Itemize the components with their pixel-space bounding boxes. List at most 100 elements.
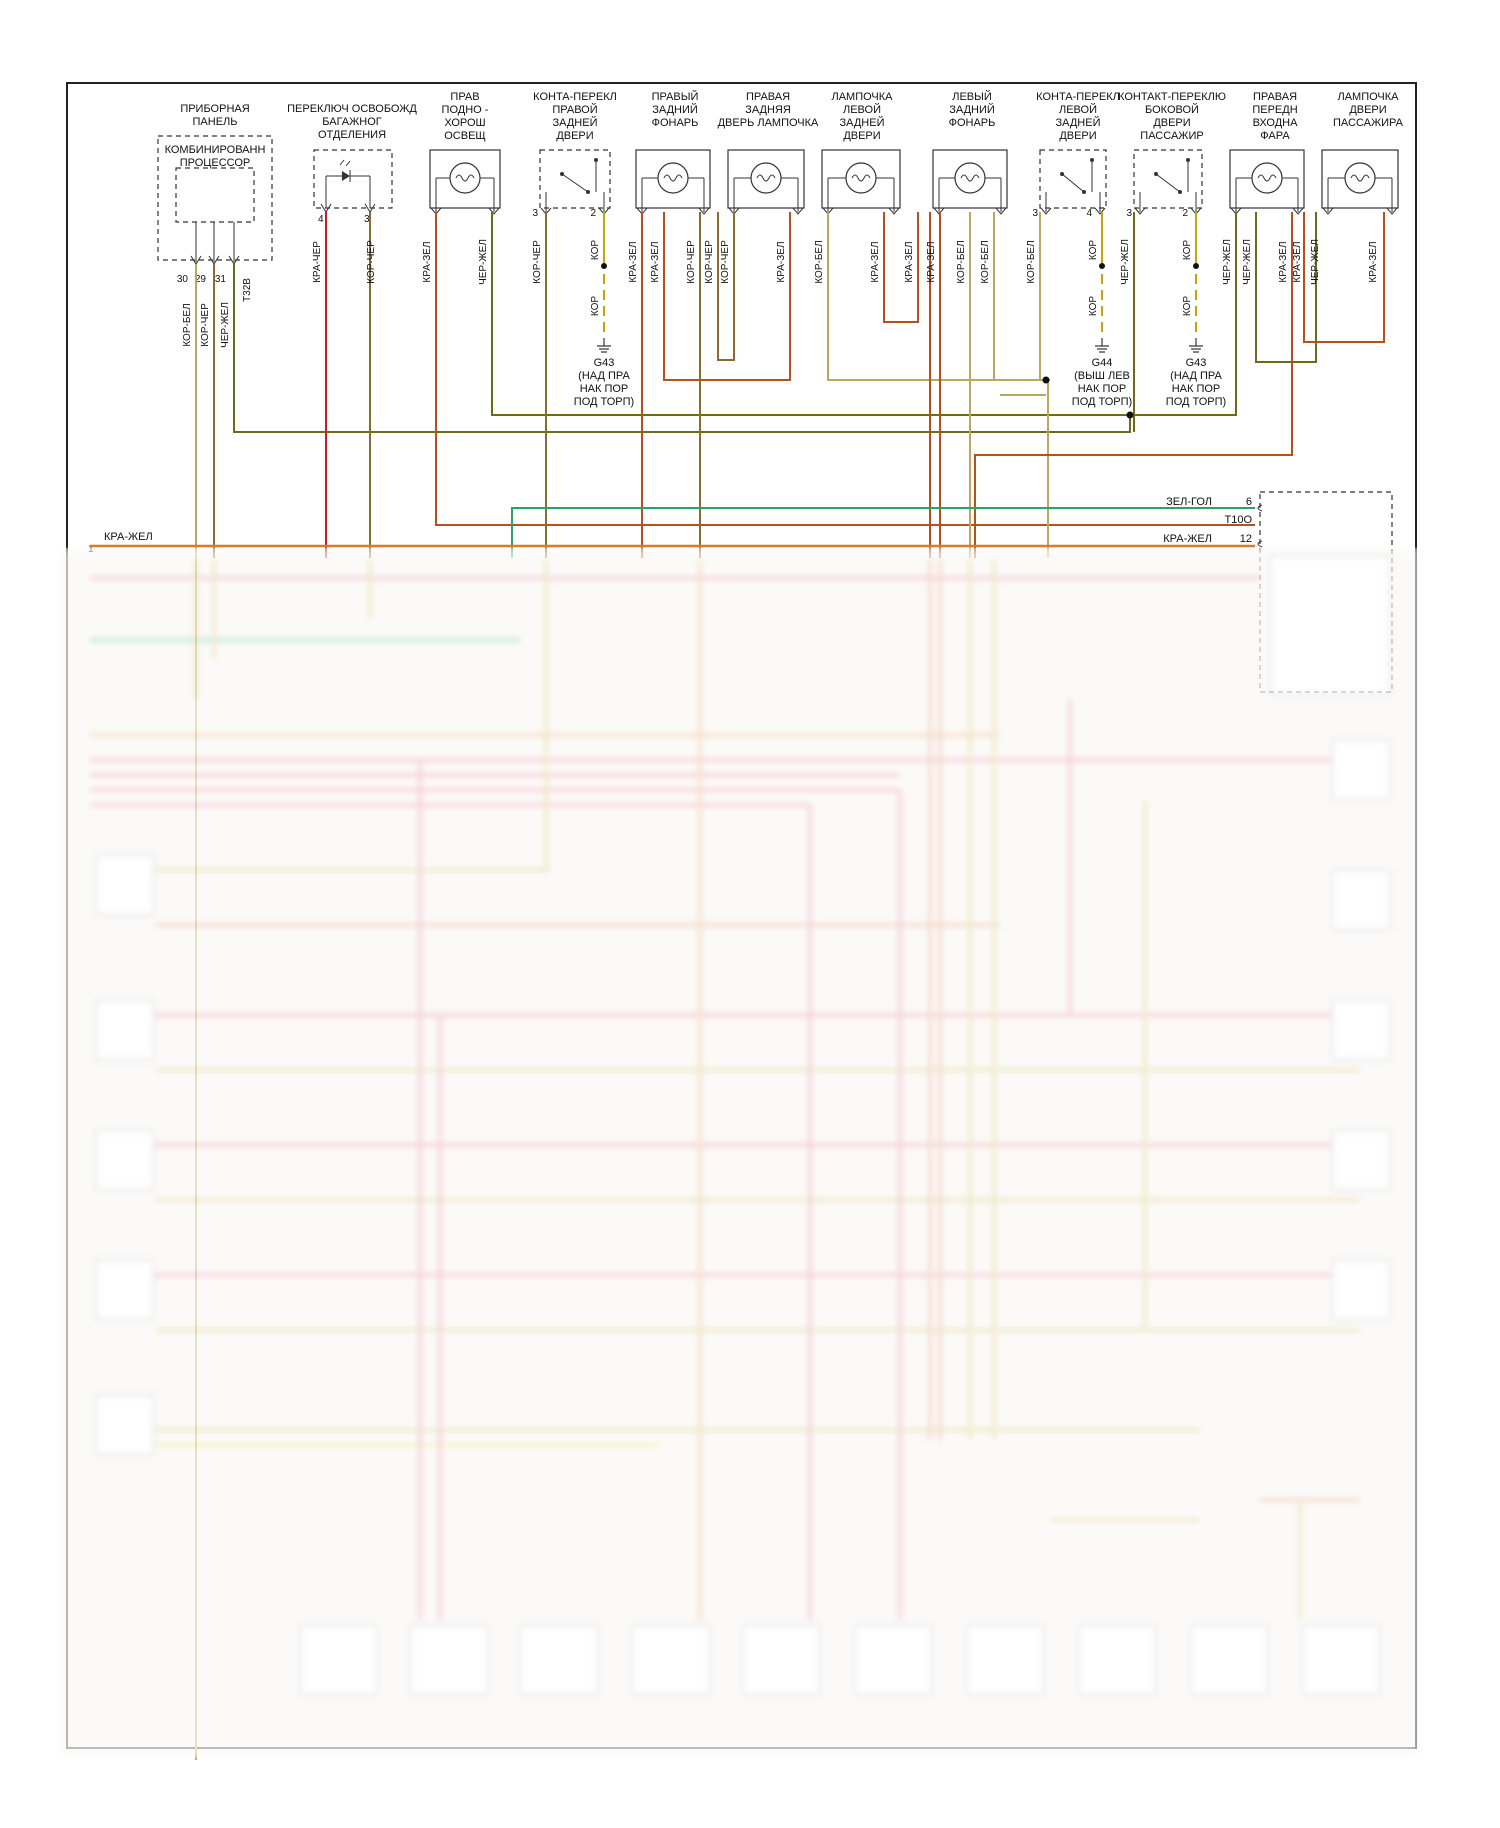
- label-trunk-switch: ПЕРЕКЛЮЧ ОСВОБОЖД БАГАЖНОГ ОТДЕЛЕНИЯ: [287, 103, 417, 141]
- label-combined-processor: КОМБИНИРОВАНН ПРОЦЕССОР: [165, 144, 266, 169]
- lamps: [429, 149, 1399, 215]
- wire-label-15: КРА-ЗЕЛ: [776, 241, 787, 282]
- pin-t10-6: 6: [1246, 496, 1252, 508]
- label-rr-door-switch: КОНТА-ПЕРЕКЛ ПРАВОЙ ЗАДНЕЙ ДВЕРИ: [533, 91, 617, 142]
- pin-rr-door-switch-3: 3: [532, 208, 538, 219]
- wire-label-21: КОР-БЕЛ: [980, 240, 991, 283]
- wire-label-1: КОР-ЧЕР: [200, 303, 211, 347]
- wire-label-5: КРА-ЗЕЛ: [422, 241, 433, 282]
- wire-label-26: КОР: [1182, 240, 1193, 260]
- wire-label-25: ЧЕР-ЖЕЛ: [1120, 239, 1131, 285]
- wire-kor-bel-lrswitch: [1039, 212, 1050, 381]
- label-zel-gol: ЗЕЛ-ГОЛ: [1166, 496, 1212, 508]
- pin-t10-12: 12: [1240, 533, 1252, 545]
- wire-kra-zel-puddle: [435, 212, 1255, 526]
- label-kra-zhel-right: КРА-ЖЕЛ: [1163, 533, 1212, 545]
- ground-g43-a: G43 (НАД ПРА НАК ПОР ПОД ТОРП): [574, 357, 634, 408]
- wire-label-17: КРА-ЗЕЛ: [870, 241, 881, 282]
- wire-kra-zel-passlamp: [1303, 212, 1385, 343]
- label-rf-entry-lamp: ПРАВАЯ ПЕРЕДН ВХОДНА ФАРА: [1252, 91, 1298, 142]
- wire-label-22: КОР-БЕЛ: [1026, 240, 1037, 283]
- wire-cher-zhel-rf-1: [1130, 212, 1237, 416]
- wire-label-18: КРА-ЗЕЛ: [904, 241, 915, 282]
- lamp-left-tail-lamp: [932, 149, 1008, 215]
- lamp-rr-door-lamp: [727, 149, 805, 215]
- wire-label-7: КОР-ЧЕР: [532, 240, 543, 284]
- component-labels: ПРИБОРНАЯ ПАНЕЛЬ ПЕРЕКЛЮЧ ОСВОБОЖД БАГАЖНОГ…: [88, 90, 1404, 555]
- wire-label-30: КРА-ЗЕЛ: [1278, 241, 1289, 282]
- pin-ip-31: 31: [215, 274, 227, 285]
- label-puddle-lamp: ПРАВ ПОДНО -ХОРОШ ОСВЕЩ: [442, 91, 489, 142]
- label-pass-door-switch: КОНТАКТ-ПЕРЕКЛЮ БОКОВОЙ ДВЕРИ ПАССАЖИР: [1118, 91, 1226, 142]
- wire-label-2: ЧЕР-ЖЕЛ: [220, 302, 231, 348]
- wire-label-24: КОР: [1088, 296, 1099, 316]
- lamp-right-tail-lamp: [635, 149, 711, 215]
- pin-pass-door-switch-3: 3: [1126, 208, 1132, 219]
- ground-g44: G44 (ВЫШ ЛЕВ НАК ПОР ПОД ТОРП): [1072, 357, 1132, 408]
- pin-pass-door-switch-2: 2: [1182, 208, 1188, 219]
- wire-label-4: КОР-ЧЕР: [366, 240, 377, 284]
- wire-label-23: КОР: [1088, 240, 1099, 260]
- wire-kor-bel-lrlamp: [827, 212, 1045, 381]
- wire-label-28: ЧЕР-ЖЕЛ: [1222, 239, 1233, 285]
- wire-label-0: КОР-БЕЛ: [182, 303, 193, 346]
- wire-label-9: КОР: [590, 296, 601, 316]
- wire-label-10: КРА-ЗЕЛ: [628, 241, 639, 282]
- wire-label-27: КОР: [1182, 296, 1193, 316]
- wire-label-33: КРА-ЗЕЛ: [1368, 241, 1379, 282]
- splice-dots: [1042, 376, 1134, 419]
- lamp-puddle-lamp: [429, 149, 501, 215]
- wire-label-20: КОР-БЕЛ: [956, 240, 967, 283]
- wire-label-13: КОР-ЧЕР: [704, 240, 715, 284]
- wire-label-29: ЧЕР-ЖЕЛ: [1242, 239, 1253, 285]
- wire-label-3: КРА-ЧЕР: [312, 241, 323, 283]
- wire-kor-bel-ltail-2: [993, 212, 1050, 381]
- pin-ip-29: 29: [195, 274, 207, 285]
- wires: КОР-БЕЛ КОР-ЧЕР ЧЕР-ЖЕЛ КРА-ЧЕР КОР-ЧЕР КРА-З…: [90, 212, 1385, 1760]
- wire-kra-zel-rf: [974, 212, 1293, 558]
- pin-ip-30: 30: [177, 274, 189, 285]
- label-right-tail-lamp: ПРАВЫЙ ЗАДНИЙ ФОНАРЬ: [652, 90, 699, 129]
- wire-label-19: КРА-ЗЕЛ: [926, 241, 937, 282]
- ground-symbols: [597, 263, 1203, 353]
- wire-label-32: ЧЕР-ЖЕЛ: [1310, 239, 1321, 285]
- bus-number: 1: [88, 544, 94, 555]
- wire-kra-zel-rtail-2: [663, 212, 791, 381]
- connector-t32b: T32B: [242, 278, 253, 302]
- wire-kra-zel-lrlamp: [883, 212, 919, 323]
- lamp-rf-entry-lamp: [1229, 149, 1305, 215]
- wire-cher-zhel-31: [233, 264, 1131, 433]
- lamp-lr-door-lamp: [821, 149, 901, 215]
- label-pass-door-lamp: ЛАМПОЧКА ДВЕРИ ПАССАЖИРА: [1333, 91, 1404, 129]
- wire-label-16: КОР-БЕЛ: [814, 240, 825, 283]
- label-rr-door-lamp: ПРАВАЯ ЗАДНЯЯ ДВЕРЬ ЛАМПОЧКА: [718, 91, 819, 129]
- label-lr-door-switch: КОНТА-ПЕРЕКЛ ЛЕВОЙ ЗАДНЕЙ ДВЕРИ: [1036, 91, 1120, 142]
- trunk-release-switch: [313, 149, 393, 213]
- wire-zel-gol: [511, 507, 1255, 558]
- wire-cher-zhel-puddle: [491, 212, 1130, 416]
- pin-lr-door-switch-3: 3: [1032, 208, 1038, 219]
- label-lr-door-lamp: ЛАМПОЧКА ЛЕВОЙ ЗАДНЕЙ ДВЕРИ: [831, 91, 893, 142]
- instrument-panel: [157, 135, 273, 265]
- wire-label-6: ЧЕР-ЖЕЛ: [478, 239, 489, 285]
- label-instrument-panel: ПРИБОРНАЯ ПАНЕЛЬ: [180, 103, 249, 128]
- wire-kor-cher-loop: [717, 212, 735, 361]
- pin-trunk-4: 4: [318, 214, 324, 225]
- bus-label: КРА-ЖЕЛ: [104, 531, 153, 543]
- wire-cher-zhel-rf-2: [1255, 212, 1317, 363]
- wire-label-11: КРА-ЗЕЛ: [650, 241, 661, 282]
- wire-label-14: КОР-ЧЕР: [720, 240, 731, 284]
- ground-g43-b: G43 (НАД ПРА НАК ПОР ПОД ТОРП): [1166, 357, 1226, 408]
- connector-t10o-name: T10O: [1224, 514, 1252, 526]
- blurred-lower-diagram: [62, 550, 1417, 1755]
- wire-label-31: КРА-ЗЕЛ: [1292, 241, 1303, 282]
- label-left-tail-lamp: ЛЕВЫЙ ЗАДНИЙ ФОНАРЬ: [949, 90, 996, 129]
- wire-label-8: КОР: [590, 240, 601, 260]
- pin-trunk-3: 3: [364, 214, 370, 225]
